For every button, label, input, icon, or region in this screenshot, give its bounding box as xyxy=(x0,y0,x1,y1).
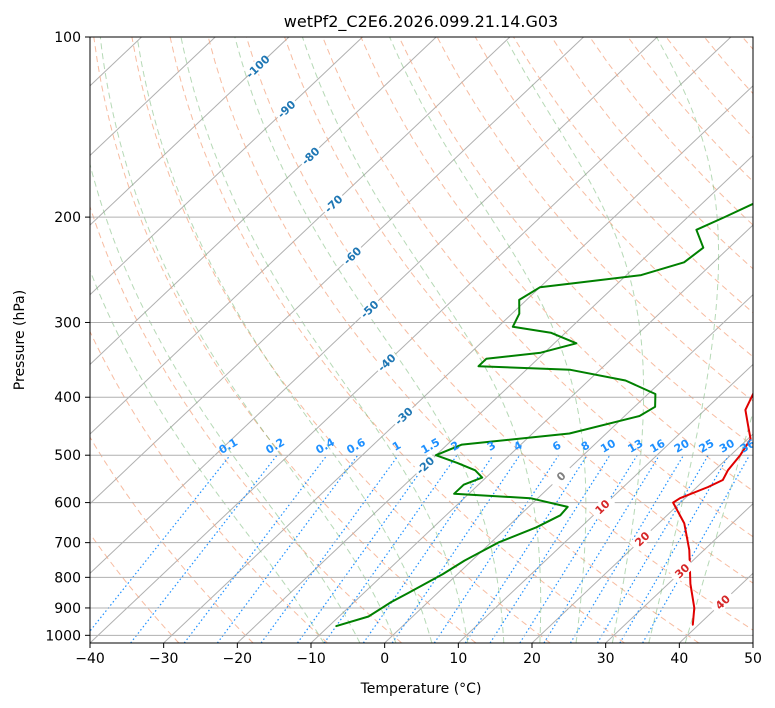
moist-adiabat-line xyxy=(136,37,433,643)
x-tick-label: −40 xyxy=(75,651,105,667)
mixing-ratio-label: 36 xyxy=(738,437,758,456)
y-tick-label: 300 xyxy=(54,315,81,331)
isotherm-label-bg xyxy=(244,53,271,80)
dewpoint-profile-line xyxy=(335,202,753,628)
moist-adiabat-line xyxy=(90,268,325,643)
chart-title: wetPf2_C2E6.2026.099.21.14.G03 xyxy=(284,12,558,32)
dry-adiabat-line xyxy=(360,37,753,492)
isotherm-line xyxy=(605,503,753,643)
x-tick-label: −10 xyxy=(296,651,326,667)
isotherm-label-bg xyxy=(356,296,383,322)
isotherm-line xyxy=(90,37,290,226)
x-tick-label: 40 xyxy=(670,651,688,667)
mixing-ratio-line xyxy=(569,454,685,643)
x-tick-label: −30 xyxy=(149,651,179,667)
isotherm-line xyxy=(236,154,753,643)
dry-adiabat-line xyxy=(90,436,254,643)
isotherm-label-bg xyxy=(629,526,655,552)
x-tick-label: 10 xyxy=(449,651,467,667)
mixing-ratio-line xyxy=(519,454,638,643)
axes: −40 −30 −20 −10 0 10 20 30 40 50 100 200 300 400 500 60… xyxy=(45,30,762,667)
isotherm-line xyxy=(90,37,584,505)
isotherm-label-bg xyxy=(320,191,347,217)
isotherm-label-bg xyxy=(548,463,574,489)
moist-adiabat-line xyxy=(180,37,469,643)
dry-adiabat-line xyxy=(322,37,753,538)
isotherm-label-bg xyxy=(373,349,400,376)
y-tick-label: 500 xyxy=(54,448,81,464)
mixing-ratio-line xyxy=(596,454,709,643)
dry-adiabat-line xyxy=(207,37,700,643)
isotherm-label-bg xyxy=(390,403,417,429)
x-tick-label: 30 xyxy=(597,651,615,667)
isotherm-label-bg xyxy=(709,589,736,615)
y-tick-label: 700 xyxy=(54,536,81,552)
moist-adiabat-line xyxy=(684,410,753,643)
mixing-ratio-line xyxy=(391,454,521,643)
dry-adiabat-line xyxy=(90,330,328,643)
dry-adiabat-line xyxy=(90,205,403,643)
isotherm-line xyxy=(163,85,753,643)
y-tick-label: 200 xyxy=(54,210,81,226)
mixing-ratio-line xyxy=(296,454,433,643)
isotherm-line xyxy=(310,224,753,643)
isotherm-label-bg xyxy=(669,558,695,584)
dry-adiabat-line xyxy=(245,37,753,631)
moist-adiabat-line xyxy=(99,37,397,643)
x-axis-label: Temperature (°C) xyxy=(360,681,482,697)
isotherm-label-bg xyxy=(273,96,300,122)
y-tick-label: 800 xyxy=(54,570,81,586)
y-tick-label: 1000 xyxy=(45,628,81,644)
plot-frame xyxy=(89,36,754,644)
y-tick-label: 600 xyxy=(54,496,81,512)
mixing-ratio-line xyxy=(464,454,588,643)
mixing-ratio-line xyxy=(433,454,560,643)
moist-adiabat-line xyxy=(648,37,720,643)
mixing-ratio-line xyxy=(543,454,660,643)
x-tick-label: 20 xyxy=(523,651,541,667)
dry-adiabat-line xyxy=(474,37,753,358)
isotherm-line xyxy=(90,37,732,643)
mixing-ratio-line xyxy=(260,454,399,643)
dry-adiabat-line xyxy=(513,37,753,314)
moist-adiabat-line xyxy=(234,37,505,643)
x-tick-label: 50 xyxy=(744,651,762,667)
isotherm-line xyxy=(90,37,511,435)
moist-adiabat-line xyxy=(389,37,587,643)
moist-adiabat-line xyxy=(90,162,361,643)
profile-lines xyxy=(335,202,753,628)
isotherm-line xyxy=(90,37,437,366)
mixing-ratio-line xyxy=(642,454,751,643)
mixing-ratio-line xyxy=(90,454,231,632)
y-tick-label: 900 xyxy=(54,601,81,617)
dry-adiabat-line xyxy=(169,37,625,643)
moist-adiabat-line xyxy=(504,37,645,643)
mixing-ratio-line xyxy=(489,454,611,643)
isotherm-label-bg xyxy=(589,494,616,520)
y-tick-label: 400 xyxy=(54,390,81,406)
isotherm-label-bg xyxy=(339,243,366,269)
moist-adiabat-line xyxy=(301,37,542,643)
mixing-ratio-line xyxy=(216,454,359,643)
reference-lines xyxy=(90,37,753,643)
dry-adiabat-line xyxy=(398,37,753,447)
isotherm-line xyxy=(90,37,216,157)
isotherm-line xyxy=(457,363,753,643)
isotherm-label-bg xyxy=(297,143,324,169)
isotherm-line xyxy=(90,37,363,296)
isotherm-line xyxy=(384,294,753,643)
dry-adiabat-line xyxy=(284,37,753,584)
temperature-profile-line xyxy=(672,391,753,626)
y-axis-label: Pressure (hPa) xyxy=(12,290,28,390)
x-tick-label: 0 xyxy=(380,651,389,667)
isotherm-line xyxy=(90,37,658,575)
x-tick-label: −20 xyxy=(223,651,253,667)
isotherm-label-bg xyxy=(412,452,439,479)
y-tick-label: 100 xyxy=(54,30,81,46)
dry-adiabat-line xyxy=(436,37,753,402)
mixing-ratio-line xyxy=(183,454,328,643)
